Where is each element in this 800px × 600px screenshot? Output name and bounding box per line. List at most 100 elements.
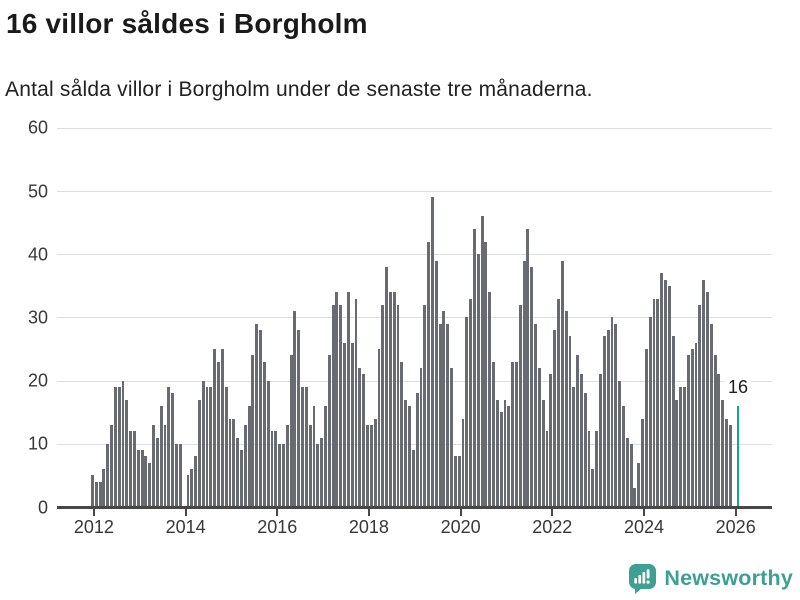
bar — [220, 349, 224, 507]
bar — [530, 266, 534, 507]
bar — [495, 399, 499, 507]
bar — [285, 424, 289, 507]
bar — [186, 475, 190, 507]
bar — [557, 298, 560, 507]
bar — [278, 443, 282, 507]
newsworthy-logo-icon — [629, 564, 657, 594]
bar — [499, 412, 503, 507]
gridline-y-40 — [57, 254, 772, 256]
bar — [553, 330, 557, 507]
bar — [411, 450, 415, 507]
bar — [400, 361, 404, 507]
bar — [381, 304, 385, 507]
bar — [408, 405, 411, 507]
bar — [155, 437, 159, 507]
bar — [690, 349, 694, 507]
y-tick-label: 20 — [27, 370, 48, 391]
bar — [637, 462, 641, 507]
bar — [545, 431, 549, 507]
bar — [259, 330, 262, 507]
bar — [465, 317, 469, 507]
bar — [133, 431, 136, 507]
bar — [148, 462, 152, 507]
bar — [602, 336, 606, 507]
bar — [683, 386, 686, 507]
bar — [534, 323, 537, 507]
y-tick-label: 10 — [27, 433, 48, 454]
bar — [568, 336, 572, 507]
bar — [450, 368, 453, 507]
bar — [293, 311, 297, 507]
bar — [457, 456, 461, 507]
bar — [579, 374, 583, 507]
bar — [404, 399, 408, 507]
bar — [312, 405, 316, 507]
x-tick-2016 — [276, 509, 279, 516]
bar — [686, 355, 690, 507]
bar — [644, 349, 648, 507]
bar — [480, 216, 484, 507]
bar — [396, 304, 400, 507]
bar — [369, 424, 373, 507]
bar — [262, 361, 266, 507]
bar — [641, 418, 644, 507]
bar — [713, 355, 717, 507]
y-tick-label: 60 — [27, 117, 48, 138]
bar — [113, 386, 117, 507]
bar — [167, 386, 171, 507]
bar — [560, 260, 564, 507]
bar — [346, 292, 350, 507]
x-axis-line — [57, 506, 772, 509]
bar — [614, 323, 618, 507]
bar — [324, 405, 327, 507]
bar — [549, 374, 553, 507]
bar — [308, 424, 312, 507]
bar — [106, 443, 110, 507]
bar — [648, 317, 652, 507]
bar — [320, 437, 324, 507]
x-tick-2022 — [551, 509, 554, 516]
y-tick-label: 40 — [27, 244, 48, 265]
bar — [163, 424, 167, 507]
bar — [213, 349, 217, 507]
bar — [576, 355, 580, 507]
chart-subtitle: Antal sålda villor i Borgholm under de s… — [5, 78, 593, 101]
bar — [178, 443, 182, 507]
bar — [392, 292, 396, 507]
bar — [503, 399, 507, 507]
bar — [354, 298, 358, 507]
bar — [251, 355, 255, 507]
bar — [358, 368, 362, 507]
bar — [461, 418, 465, 507]
y-tick-label: 0 — [37, 497, 48, 518]
brand-name: Newsworthy — [664, 566, 793, 590]
bar — [599, 374, 602, 507]
bar — [675, 399, 679, 507]
bar — [621, 405, 625, 507]
bar — [274, 431, 278, 507]
bar — [442, 311, 446, 507]
bar — [430, 197, 434, 507]
bar — [171, 393, 175, 507]
bar — [194, 456, 198, 507]
bar — [526, 229, 530, 507]
bar — [476, 254, 480, 507]
gridline-y-60 — [57, 127, 772, 129]
x-tick-label: 2026 — [715, 517, 756, 537]
bar — [377, 349, 381, 507]
bar — [572, 386, 576, 507]
bar — [224, 386, 228, 507]
x-tick-label: 2014 — [165, 517, 206, 537]
bar — [388, 292, 392, 507]
bar — [606, 330, 610, 507]
bar — [473, 229, 476, 507]
bar — [102, 469, 106, 507]
bar — [373, 418, 377, 507]
bar — [618, 380, 622, 507]
bar — [484, 241, 488, 507]
bar — [698, 304, 702, 507]
bar — [297, 330, 301, 507]
latest-bar — [736, 405, 740, 507]
